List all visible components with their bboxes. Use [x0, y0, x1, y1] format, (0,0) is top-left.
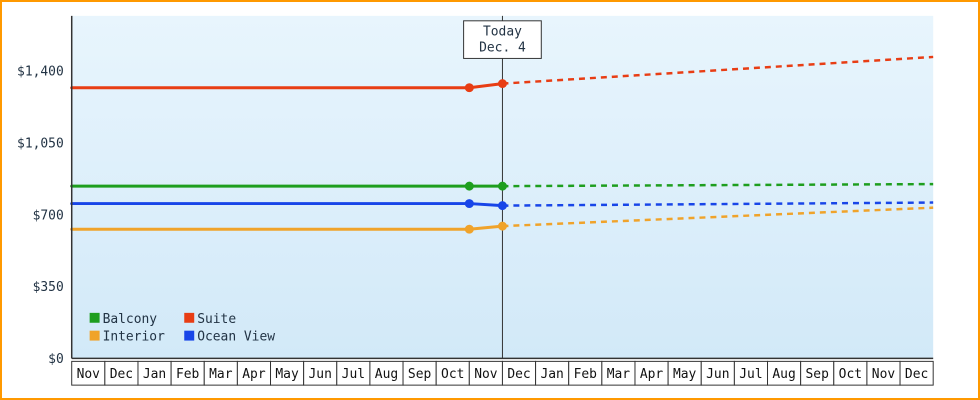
data-point: [464, 83, 474, 93]
month-label: Feb: [574, 367, 597, 382]
month-label: Sep: [408, 367, 431, 382]
y-tick-label: $700: [33, 208, 64, 223]
today-label-box: [463, 20, 542, 59]
legend-swatch: [184, 312, 195, 323]
month-label: Dec: [110, 367, 133, 382]
legend-label: Interior: [103, 330, 166, 345]
today-label-line1: Today: [483, 25, 522, 40]
series-balcony: [70, 181, 934, 191]
month-label: Jul: [342, 367, 365, 382]
data-point-today: [497, 181, 507, 191]
legend-item-balcony: Balcony: [89, 312, 158, 327]
series-suite: [70, 55, 934, 93]
data-point-today: [497, 201, 507, 211]
month-label: Oct: [839, 367, 862, 382]
data-point: [464, 199, 474, 209]
y-tick-label: $0: [48, 352, 64, 367]
data-point-today: [497, 79, 507, 89]
today-label-line2: Dec. 4: [479, 41, 526, 56]
month-label: Dec: [507, 367, 530, 382]
series-interior: [70, 206, 934, 234]
month-label: Mar: [209, 367, 233, 382]
month-label: Feb: [176, 367, 199, 382]
legend-label: Suite: [197, 312, 236, 327]
y-tick-label: $350: [33, 280, 64, 295]
month-label: Jan: [143, 367, 166, 382]
y-tick-label: $1,400: [17, 65, 64, 80]
y-axis-labels: $0 $350 $700 $1,050 $1,400: [17, 65, 64, 367]
month-label: Nov: [474, 367, 498, 382]
month-label: Jul: [739, 367, 762, 382]
month-label: Jun: [309, 367, 332, 382]
x-axis: Nov Dec Jan Feb Mar Apr May Jun Jul Aug Sep Oct Nov D…: [71, 360, 934, 386]
month-label: Dec: [905, 367, 928, 382]
legend-swatch: [89, 312, 100, 323]
legend: Balcony Suite Interior Ocean View: [89, 312, 275, 345]
legend-label: Ocean View: [197, 330, 275, 345]
month-label: Aug: [772, 367, 795, 382]
legend-swatch: [89, 330, 100, 341]
month-label: Sep: [806, 367, 829, 382]
month-cell: [899, 360, 934, 386]
legend-item-suite: Suite: [184, 312, 236, 327]
month-label: Apr: [242, 367, 266, 382]
series-ocean-view: [70, 199, 934, 211]
data-point: [464, 224, 474, 234]
legend-item-ocean-view: Ocean View: [184, 330, 275, 345]
month-label: May: [275, 367, 299, 382]
legend-label: Balcony: [103, 312, 158, 327]
legend-swatch: [184, 330, 195, 341]
month-label: Nov: [77, 367, 101, 382]
month-label: Oct: [441, 367, 464, 382]
month-label: Jun: [706, 367, 729, 382]
month-label: May: [673, 367, 697, 382]
month-label: Apr: [640, 367, 664, 382]
y-tick-label: $1,050: [17, 137, 64, 152]
month-label: Nov: [872, 367, 896, 382]
data-point-today: [497, 221, 507, 231]
data-point: [464, 181, 474, 191]
month-label: Aug: [375, 367, 398, 382]
legend-item-interior: Interior: [89, 330, 166, 345]
month-label: Jan: [540, 367, 563, 382]
month-label: Mar: [607, 367, 631, 382]
